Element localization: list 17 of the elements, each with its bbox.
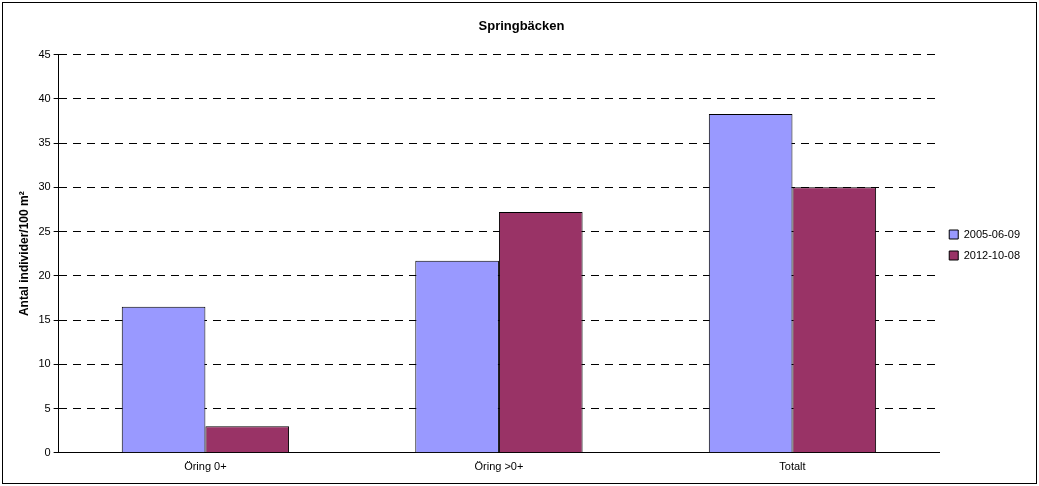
x-tick-label: Öring 0+ [184,460,227,473]
chart-title: Springbäcken [478,18,565,34]
y-tick-label: 40 [38,91,51,104]
y-tick-label: 45 [38,47,51,60]
x-tick-label: Öring >0+ [474,460,524,473]
y-tick-label: 30 [38,180,51,193]
y-tick-label: 15 [38,313,51,326]
y-tick-label: 0 [44,445,51,458]
y-tick-label: 5 [44,401,51,414]
y-tick-label: 20 [38,268,51,281]
x-tick-label: Totalt [779,460,806,473]
y-tick-label: 25 [38,224,51,237]
legend-label: 2012-10-08 [963,248,1021,261]
y-tick-label: 35 [38,136,51,149]
legend-label: 2005-06-09 [963,227,1021,240]
y-axis-title: Antal individer/100 m² [16,191,31,317]
y-tick-label: 10 [38,357,51,370]
